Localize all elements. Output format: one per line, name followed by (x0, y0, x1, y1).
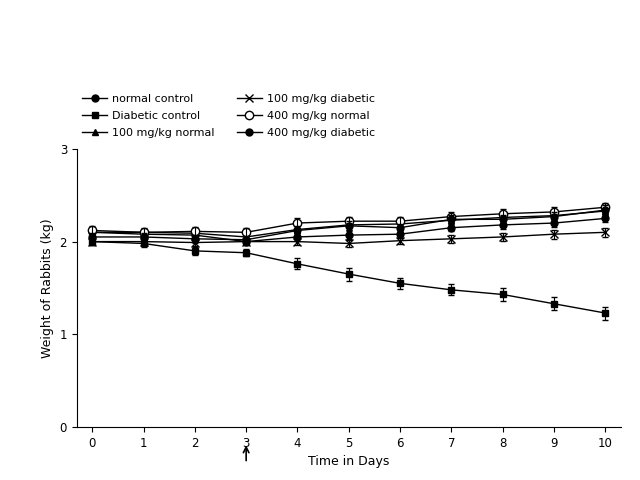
Legend: normal control, Diabetic control, 100 mg/kg normal, 100 mg/kg diabetic, 400 mg/k: normal control, Diabetic control, 100 mg… (83, 95, 375, 138)
400 mg/kg normal (191, 228, 198, 234)
normal control (499, 222, 507, 228)
Line: normal control: normal control (89, 215, 609, 245)
normal control (88, 229, 96, 235)
100 mg/kg normal (294, 227, 301, 232)
100 mg/kg diabetic (294, 239, 301, 244)
Diabetic control (191, 248, 198, 254)
normal control (140, 231, 147, 237)
Diabetic control (294, 261, 301, 267)
400 mg/kg normal (345, 218, 353, 224)
100 mg/kg diabetic (602, 229, 609, 235)
400 mg/kg diabetic (140, 234, 147, 240)
Diabetic control (499, 292, 507, 298)
100 mg/kg normal (447, 217, 455, 223)
Line: Diabetic control: Diabetic control (89, 238, 609, 316)
Line: 400 mg/kg normal: 400 mg/kg normal (88, 203, 609, 237)
Diabetic control (243, 250, 250, 256)
400 mg/kg normal (602, 204, 609, 210)
Diabetic control (447, 287, 455, 293)
400 mg/kg normal (140, 229, 147, 235)
Line: 100 mg/kg normal: 100 mg/kg normal (89, 207, 609, 240)
400 mg/kg diabetic (396, 225, 404, 230)
Diabetic control (345, 271, 353, 277)
100 mg/kg normal (191, 230, 198, 236)
400 mg/kg diabetic (191, 236, 198, 242)
400 mg/kg normal (88, 228, 96, 233)
400 mg/kg normal (243, 229, 250, 235)
100 mg/kg diabetic (550, 231, 558, 237)
100 mg/kg diabetic (345, 240, 353, 246)
100 mg/kg normal (345, 222, 353, 228)
400 mg/kg diabetic (602, 207, 609, 213)
100 mg/kg diabetic (88, 239, 96, 244)
100 mg/kg normal (88, 229, 96, 235)
400 mg/kg diabetic (499, 216, 507, 222)
400 mg/kg normal (396, 218, 404, 224)
normal control (294, 234, 301, 240)
400 mg/kg diabetic (447, 216, 455, 222)
400 mg/kg diabetic (345, 223, 353, 228)
normal control (550, 220, 558, 226)
100 mg/kg normal (140, 229, 147, 235)
Diabetic control (88, 239, 96, 244)
Diabetic control (602, 310, 609, 316)
100 mg/kg diabetic (191, 240, 198, 245)
Diabetic control (396, 280, 404, 286)
normal control (191, 232, 198, 238)
100 mg/kg diabetic (140, 239, 147, 244)
Line: 100 mg/kg diabetic: 100 mg/kg diabetic (88, 228, 609, 248)
400 mg/kg normal (294, 220, 301, 226)
100 mg/kg normal (499, 215, 507, 220)
Line: 400 mg/kg diabetic: 400 mg/kg diabetic (89, 206, 609, 243)
400 mg/kg diabetic (550, 214, 558, 219)
100 mg/kg diabetic (243, 239, 250, 244)
400 mg/kg diabetic (294, 228, 301, 233)
Diabetic control (550, 301, 558, 307)
normal control (447, 225, 455, 230)
X-axis label: Time in Days: Time in Days (308, 456, 390, 468)
100 mg/kg normal (602, 208, 609, 214)
100 mg/kg normal (396, 221, 404, 227)
normal control (345, 232, 353, 238)
400 mg/kg normal (447, 214, 455, 219)
100 mg/kg diabetic (499, 234, 507, 240)
400 mg/kg normal (499, 211, 507, 216)
100 mg/kg normal (243, 234, 250, 240)
normal control (602, 216, 609, 221)
normal control (396, 231, 404, 237)
100 mg/kg normal (550, 213, 558, 218)
normal control (243, 239, 250, 244)
Y-axis label: Weight of Rabbits (kg): Weight of Rabbits (kg) (41, 218, 54, 358)
400 mg/kg normal (550, 209, 558, 215)
400 mg/kg diabetic (243, 237, 250, 242)
100 mg/kg diabetic (396, 238, 404, 243)
400 mg/kg diabetic (88, 234, 96, 240)
100 mg/kg diabetic (447, 236, 455, 242)
Diabetic control (140, 240, 147, 246)
